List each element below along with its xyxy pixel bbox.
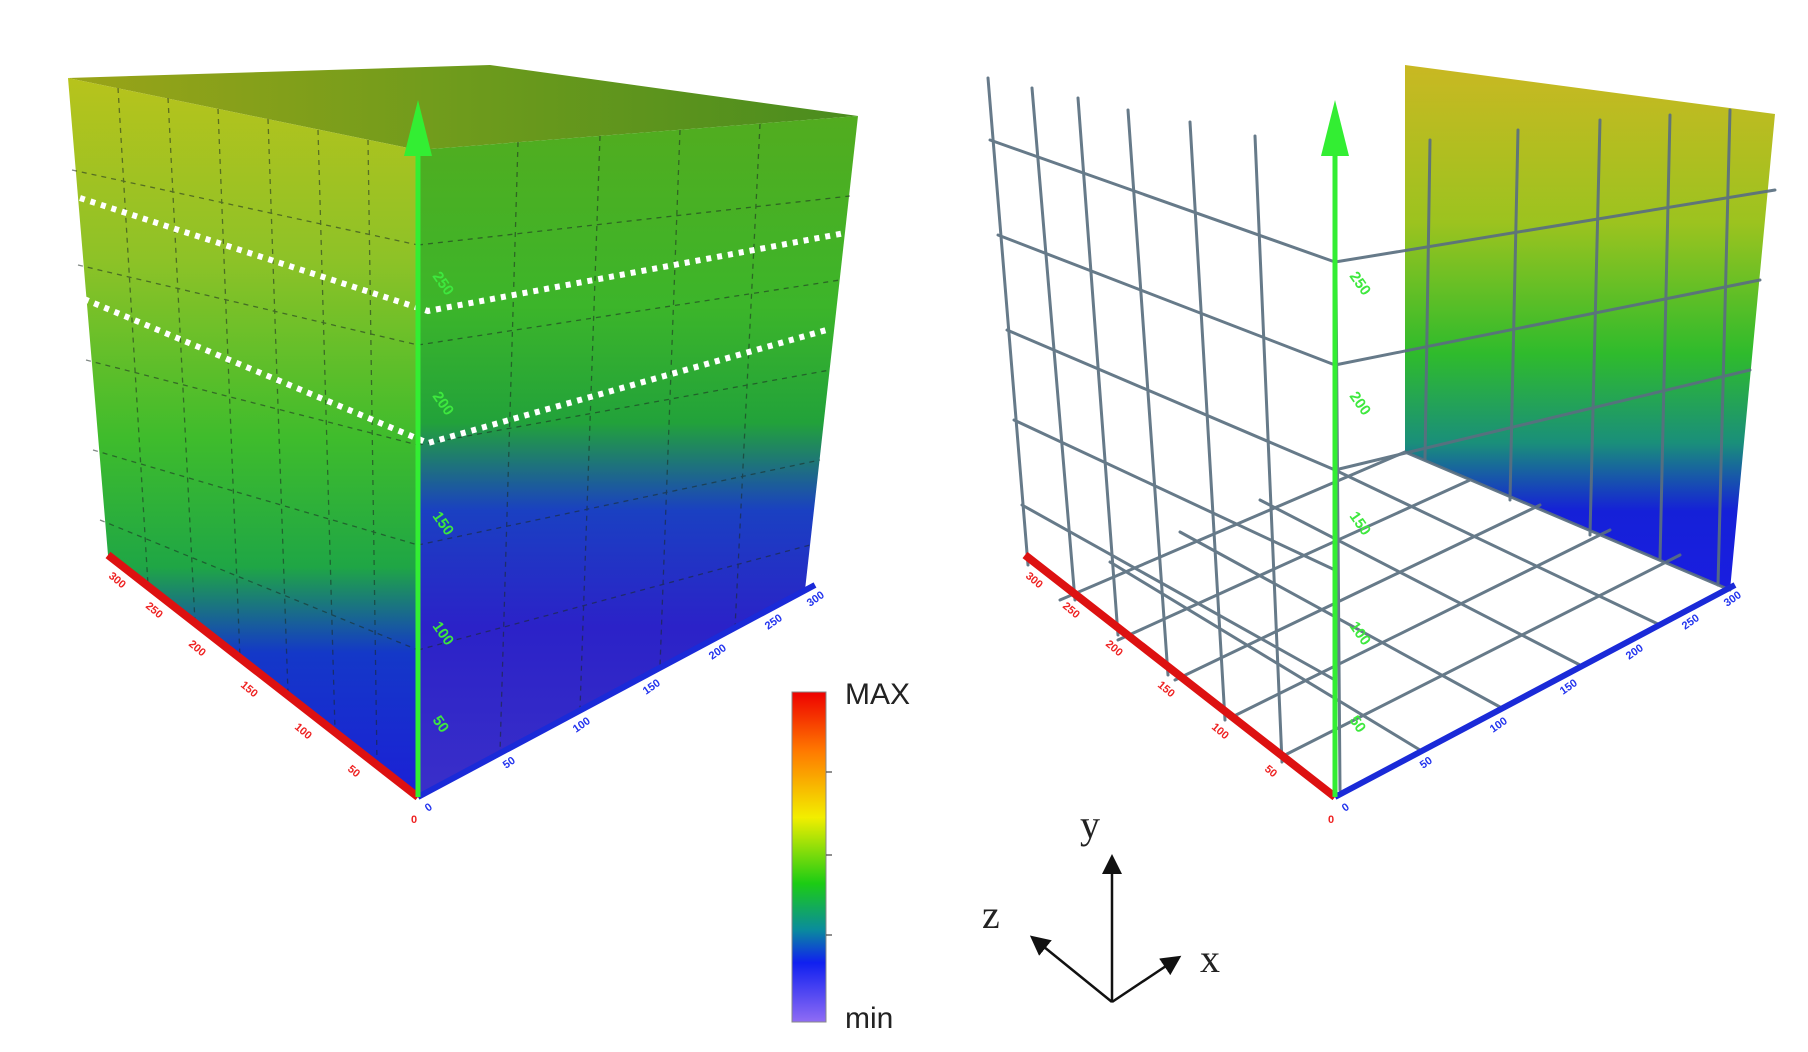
left-z-tick: 250 — [143, 600, 165, 621]
right-z-tick: 200 — [1103, 638, 1125, 659]
left-cube: 250 200 150 100 50 0 50 100 150 200 250 … — [68, 65, 858, 826]
legend-y-label: y — [1080, 802, 1100, 847]
legend-z-arrow — [1029, 935, 1113, 1003]
left-x-tick: 150 — [641, 677, 663, 697]
right-z-axis — [1022, 551, 1338, 801]
left-z-tick: 100 — [292, 721, 314, 742]
legend-x-arrow — [1111, 955, 1182, 1004]
left-cube-left-face — [68, 78, 418, 797]
colorbar-gradient — [791, 691, 827, 1023]
colorbar-min-label: min — [845, 1002, 893, 1035]
left-x-tick: 100 — [571, 715, 593, 735]
right-x-tick: 0 — [1340, 801, 1352, 814]
left-y-tick: 50 — [429, 713, 452, 736]
right-cube: 250 200 150 100 50 0 50 100 150 200 250 … — [986, 65, 1777, 826]
left-x-axis — [416, 582, 817, 800]
right-z-ticks: 0 50 100 150 200 250 300 — [1023, 570, 1334, 826]
left-x-tick: 0 — [423, 801, 435, 814]
right-x-ticks: 0 50 100 150 200 250 300 — [1340, 589, 1744, 814]
colorbar: MAX min — [791, 678, 910, 1035]
left-cube-top-face — [68, 65, 858, 150]
right-z-tick: 0 — [1328, 814, 1334, 826]
right-x-tick: 100 — [1488, 715, 1510, 735]
left-x-tick: 300 — [805, 589, 827, 609]
right-y-tick: 50 — [1346, 713, 1369, 736]
left-x-tick: 250 — [763, 612, 785, 632]
left-cube-right-face — [418, 116, 858, 797]
left-x-tick: 200 — [707, 642, 729, 662]
right-x-axis — [1333, 582, 1737, 800]
legend-x-label: x — [1200, 936, 1220, 981]
right-y-tick: 200 — [1346, 389, 1374, 419]
right-y-ticks: 250 200 150 100 50 — [1346, 269, 1374, 736]
right-cube-back-panel — [1405, 65, 1775, 590]
left-z-axis — [105, 551, 421, 801]
left-z-tick: 50 — [345, 763, 362, 780]
left-z-tick: 150 — [238, 679, 260, 700]
left-cube-grid — [71, 87, 851, 764]
left-cube-dotted-lines — [79, 195, 846, 447]
left-y-axis-arrowhead — [404, 100, 432, 156]
right-z-tick: 100 — [1209, 721, 1231, 742]
right-z-tick: 150 — [1155, 679, 1177, 700]
right-x-tick: 50 — [1418, 755, 1435, 772]
right-z-tick: 300 — [1023, 570, 1045, 591]
upper-dotted-line — [79, 195, 846, 315]
left-x-tick: 50 — [501, 755, 518, 772]
axes-orientation-legend — [1029, 854, 1182, 1004]
lower-dotted-line — [82, 296, 831, 447]
right-y-tick: 100 — [1346, 619, 1374, 649]
right-z-tick: 50 — [1262, 763, 1279, 780]
right-z-tick: 250 — [1060, 600, 1082, 621]
left-z-tick: 200 — [186, 638, 208, 659]
right-cube-grid — [986, 76, 1777, 792]
right-y-tick: 250 — [1346, 269, 1374, 299]
colorbar-max-label: MAX — [845, 678, 910, 711]
left-z-tick: 0 — [411, 814, 417, 826]
left-z-tick: 300 — [106, 570, 128, 591]
right-y-axis-arrowhead — [1321, 100, 1349, 156]
legend-z-label: z — [982, 892, 1000, 937]
